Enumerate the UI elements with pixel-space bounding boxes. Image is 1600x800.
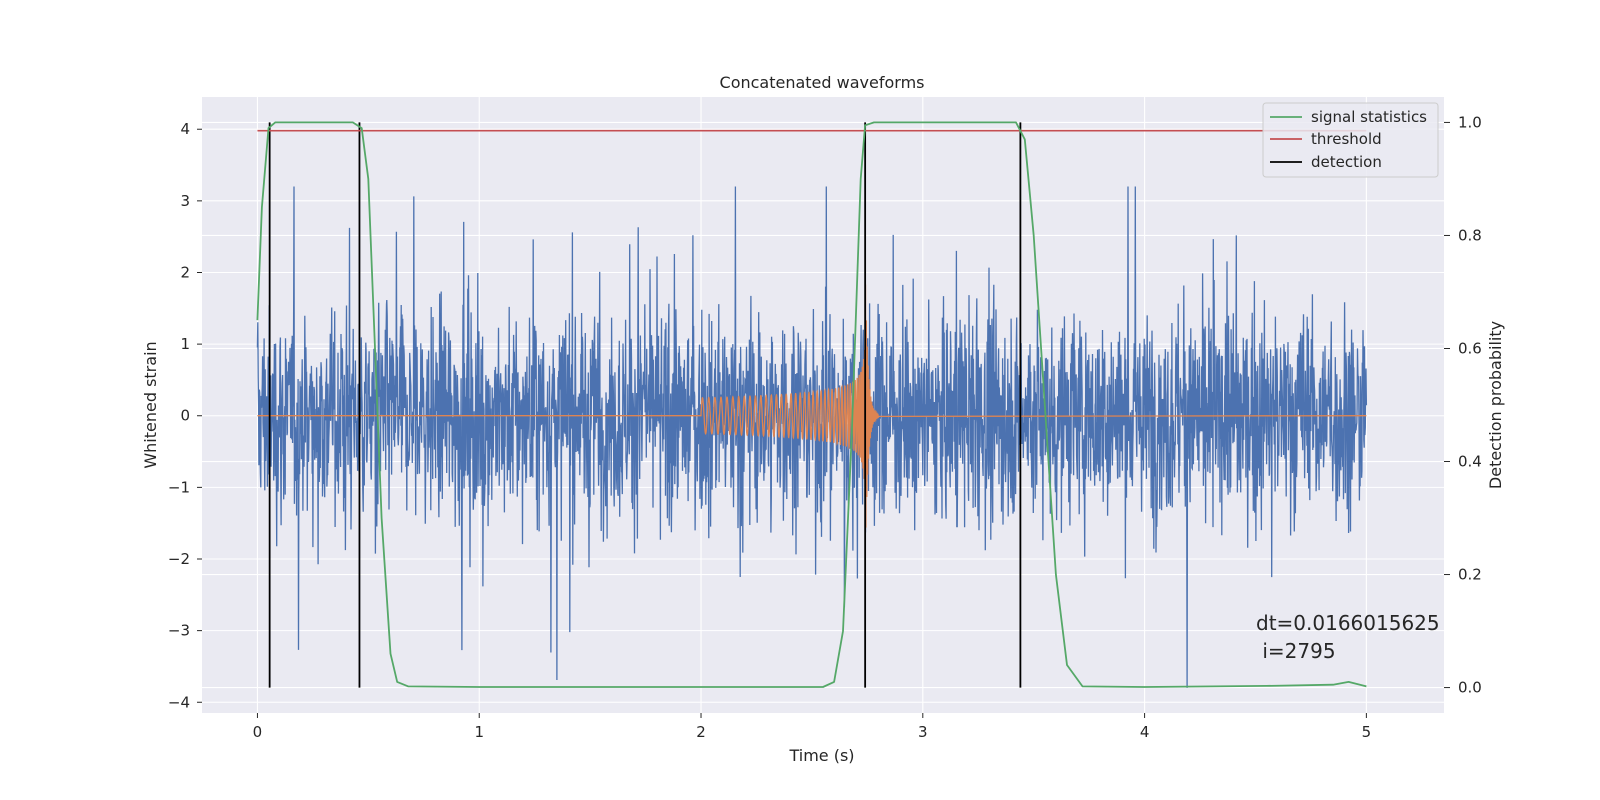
annotation-index: i=2795 xyxy=(1256,639,1336,663)
y-axis-label: Whitened strain xyxy=(141,341,160,468)
x-tick-label: 0 xyxy=(253,723,263,741)
y-tick-label: 2 xyxy=(180,263,190,281)
y-right-tick-label: 1.0 xyxy=(1458,113,1482,131)
y-tick-label: 0 xyxy=(180,407,190,425)
y-right-tick-label: 0.8 xyxy=(1458,226,1482,244)
noise-series xyxy=(256,186,1368,688)
y-tick-label: −1 xyxy=(168,478,190,496)
x-tick-label: 2 xyxy=(696,723,706,741)
y-tick-label: −2 xyxy=(168,550,190,568)
legend-label-detection: detection xyxy=(1311,153,1382,171)
x-tick-label: 3 xyxy=(918,723,928,741)
y-tick-label: 4 xyxy=(180,120,190,138)
detection-lines xyxy=(268,122,1022,688)
y-right-tick-label: 0.2 xyxy=(1458,566,1482,584)
signal-statistics-line xyxy=(256,121,1367,688)
y-right-tick-label: 0.0 xyxy=(1458,679,1482,697)
waveform-series xyxy=(257,284,1367,528)
chart-title: Concatenated waveforms xyxy=(720,73,925,92)
y-axis-right-label: Detection probability xyxy=(1486,321,1505,489)
y-tick-label: −4 xyxy=(168,693,190,711)
signal-statistics-series xyxy=(256,121,1367,688)
y-right-tick-label: 0.6 xyxy=(1458,339,1482,357)
y-tick-label: 3 xyxy=(180,192,190,210)
y-right-tick-label: 0.4 xyxy=(1458,453,1482,471)
y-tick-label: 1 xyxy=(180,335,190,353)
x-axis-label: Time (s) xyxy=(788,746,854,765)
legend-label-signal-statistics: signal statistics xyxy=(1311,108,1427,126)
legend: signal statistics threshold detection xyxy=(1262,102,1439,178)
axis-ticks: 0 1 2 3 4 5 −4 −3 −2 −1 0 1 2 3 4 0.0 0.2 0.4 0.6 0.8 1.0 xyxy=(168,113,1482,741)
legend-label-threshold: threshold xyxy=(1311,130,1382,148)
annotation-dt: dt=0.0166015625 xyxy=(1256,611,1440,635)
waveform-trace xyxy=(257,284,1367,528)
x-tick-label: 4 xyxy=(1140,723,1150,741)
x-tick-label: 1 xyxy=(474,723,484,741)
y-tick-label: −3 xyxy=(168,622,190,640)
legend-box xyxy=(1262,102,1439,178)
noise-trace xyxy=(256,186,1368,688)
x-tick-label: 5 xyxy=(1362,723,1372,741)
